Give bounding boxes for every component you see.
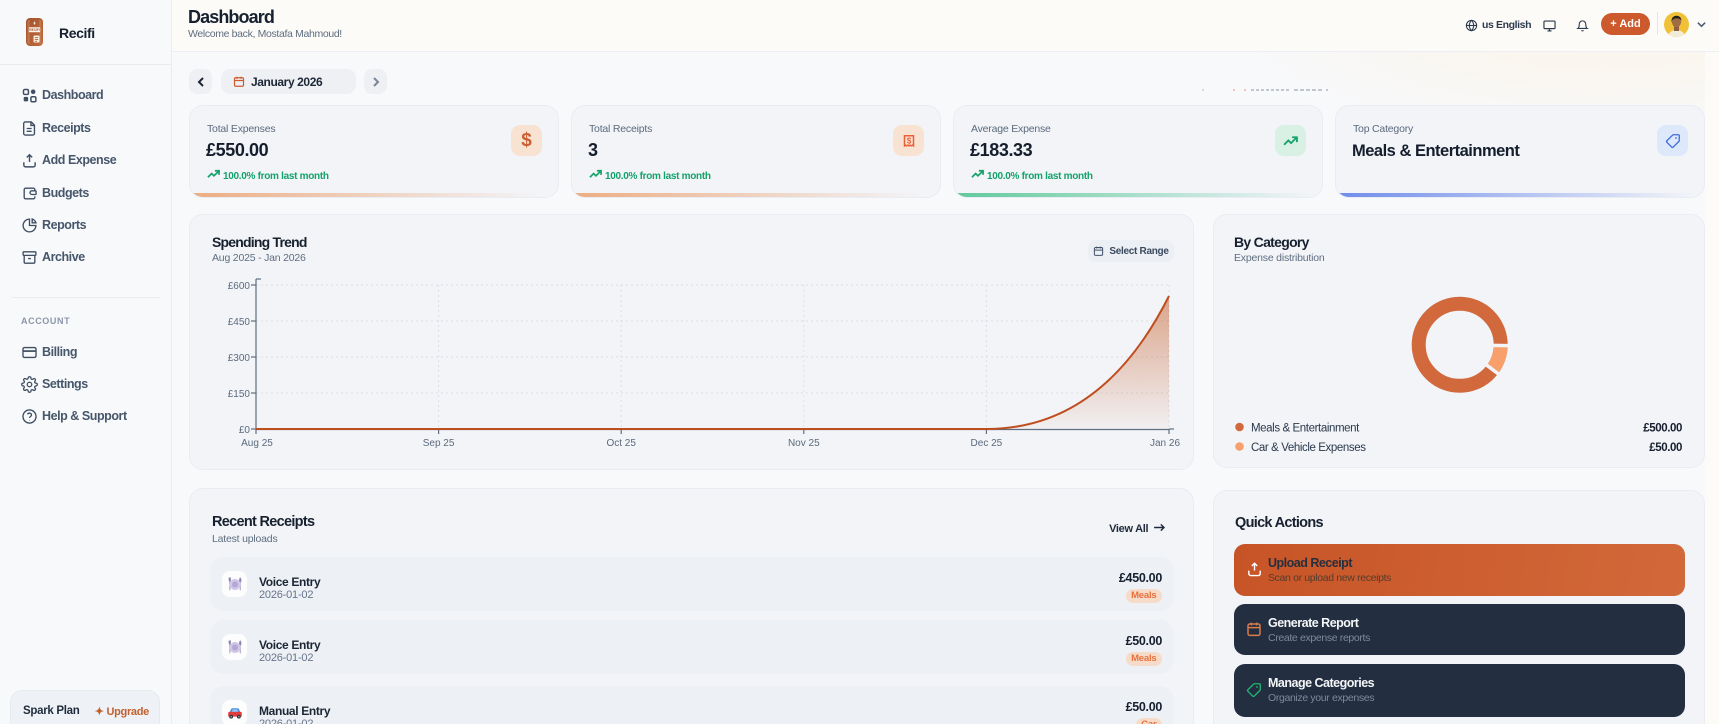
svg-text:£300: £300 [228, 353, 251, 364]
svg-text:£50.00: £50.00 [1649, 442, 1682, 454]
svg-text:RECIFI: RECIFI [29, 28, 40, 32]
svg-text:£500.00: £500.00 [1643, 423, 1682, 435]
svg-text:Aug 25: Aug 25 [241, 438, 273, 449]
svg-text:Car & Vehicle Expenses: Car & Vehicle Expenses [1251, 442, 1366, 454]
svg-text:Sep 25: Sep 25 [423, 438, 455, 449]
svg-text:$: $ [906, 136, 911, 145]
svg-text:£450: £450 [228, 317, 251, 328]
svg-text:£600: £600 [228, 281, 251, 292]
svg-text:£150: £150 [228, 389, 251, 400]
svg-text:Jan 26: Jan 26 [1150, 438, 1180, 449]
svg-text:Oct 25: Oct 25 [606, 438, 636, 449]
svg-text:£0: £0 [239, 425, 251, 436]
svg-text:Nov 25: Nov 25 [788, 438, 820, 449]
svg-text:Meals & Entertainment: Meals & Entertainment [1251, 423, 1360, 435]
svg-text:Dec 25: Dec 25 [971, 438, 1003, 449]
